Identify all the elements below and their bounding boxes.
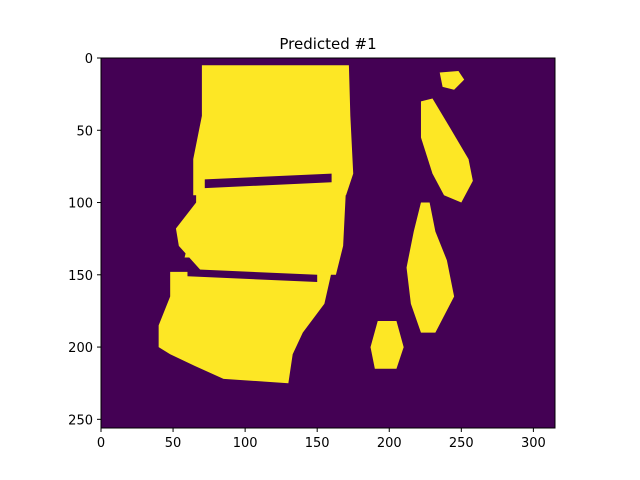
main-tissue-middle	[175, 188, 347, 275]
y-tick-label: 200	[68, 341, 93, 356]
y-tick-label: 0	[85, 52, 93, 67]
x-tick-label: 200	[377, 436, 402, 451]
chart-title: Predicted #1	[279, 35, 376, 53]
main-tissue-lower	[158, 271, 332, 384]
x-tick-label: 300	[521, 436, 546, 451]
plot-area	[100, 57, 556, 429]
x-tick-label: 150	[305, 436, 330, 451]
small-bottom-blob	[370, 321, 404, 369]
y-tick-label: 50	[76, 124, 93, 139]
y-tick-label: 150	[68, 269, 93, 284]
left-spur	[184, 243, 210, 258]
main-tissue-upper	[193, 65, 354, 196]
y-tick-label: 250	[68, 413, 93, 428]
right-upper-lobe	[420, 98, 473, 203]
right-middle-lobe	[406, 202, 455, 333]
y-tick-label: 100	[68, 197, 93, 212]
x-tick-label: 50	[165, 436, 182, 451]
y-axis: 0 50 100 150 200 250	[68, 52, 101, 428]
upper-dark-band	[204, 173, 332, 189]
x-tick-label: 250	[449, 436, 474, 451]
x-tick-label: 100	[233, 436, 258, 451]
x-axis: 0 50 100 150 200 250 300	[97, 428, 546, 451]
lower-dark-band	[187, 269, 318, 283]
top-right-blob	[439, 71, 465, 90]
axes-frame	[100, 57, 556, 429]
x-tick-label: 0	[97, 436, 105, 451]
